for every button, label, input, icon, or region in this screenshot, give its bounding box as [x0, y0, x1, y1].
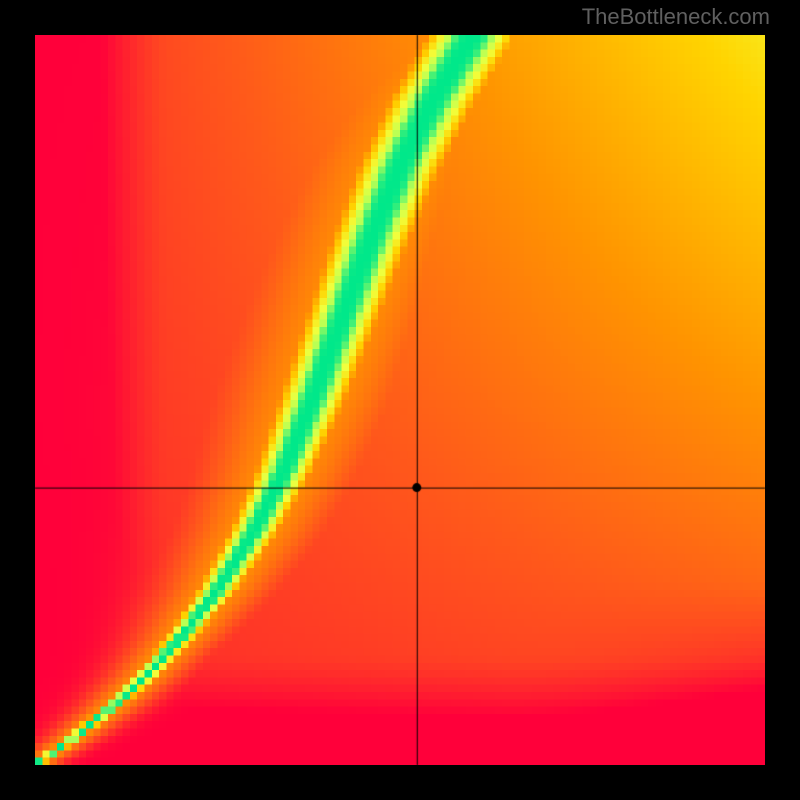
watermark-text: TheBottleneck.com — [582, 4, 770, 30]
crosshair-overlay — [0, 0, 800, 800]
chart-container: TheBottleneck.com — [0, 0, 800, 800]
